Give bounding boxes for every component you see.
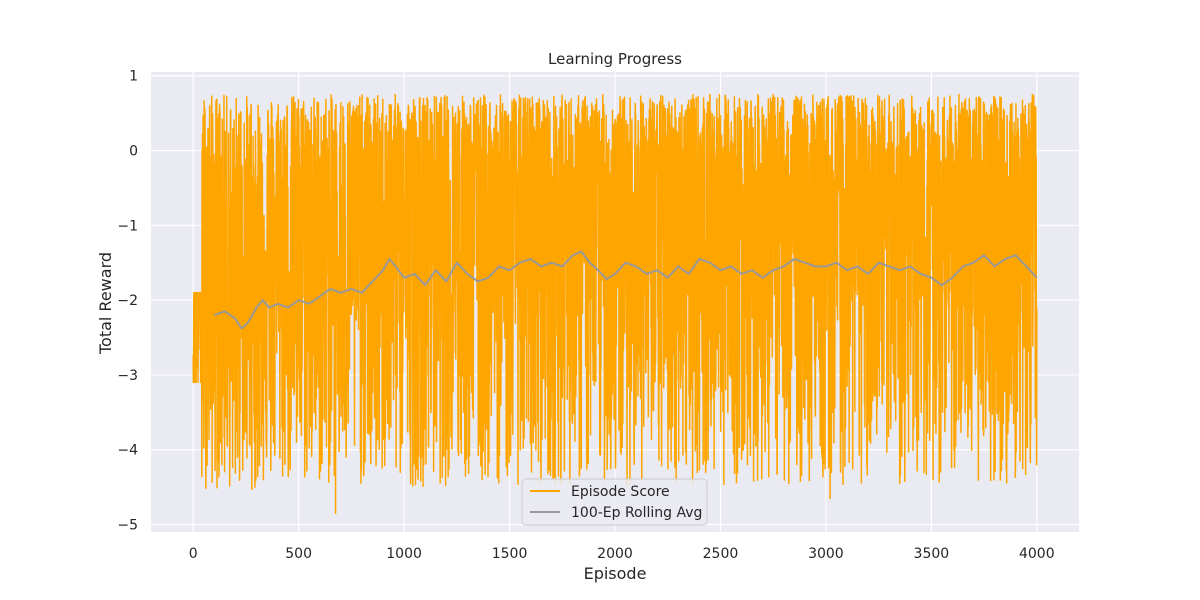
x-tick-labels: 0 500 1000 1500 2000 2500 3000 3500 4000 (189, 546, 1055, 562)
x-tick-label: 2500 (703, 546, 739, 562)
legend-label-episode-score: Episode Score (571, 484, 670, 500)
series-episode-score-line (192, 93, 1038, 515)
y-axis-label: Total Reward (96, 252, 115, 355)
series-rolling-avg-line (213, 250, 1038, 330)
y-tick-label: −2 (117, 293, 138, 309)
y-tick-label: 0 (129, 144, 138, 160)
x-tick-label: 1000 (386, 546, 422, 562)
chart-title: Learning Progress (548, 50, 682, 68)
x-tick-label: 0 (189, 546, 198, 562)
x-tick-label: 1500 (492, 546, 528, 562)
y-tick-label: −5 (117, 518, 138, 534)
x-tick-label: 2000 (597, 546, 633, 562)
series-layer (192, 93, 1038, 515)
x-tick-label: 500 (285, 546, 312, 562)
y-tick-label: −1 (117, 218, 138, 234)
legend-box (521, 478, 708, 526)
x-tick-label: 3000 (808, 546, 844, 562)
x-tick-label: 4000 (1019, 546, 1055, 562)
legend-label-rolling-avg: 100-Ep Rolling Avg (571, 505, 702, 521)
legend: Episode Score 100-Ep Rolling Avg (521, 478, 708, 526)
x-tick-label: 3500 (914, 546, 950, 562)
y-tick-label: −4 (117, 443, 138, 459)
x-axis-label: Episode (584, 564, 647, 583)
y-tick-label: −3 (117, 368, 138, 384)
y-tick-label: 1 (129, 69, 138, 85)
y-tick-labels: 1 0 −1 −2 −3 −4 −5 (117, 69, 138, 534)
